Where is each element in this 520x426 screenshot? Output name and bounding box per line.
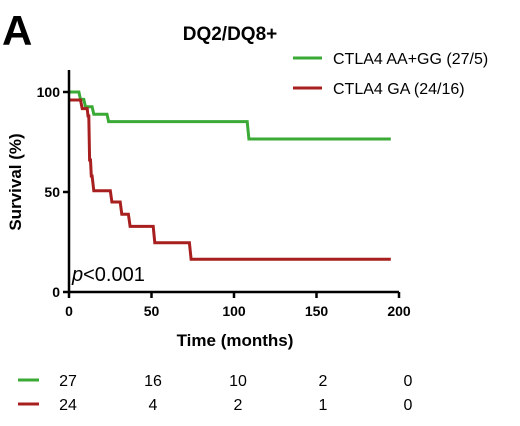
- survival-curve-1: [69, 90, 391, 141]
- y-axis-label: Survival (%): [6, 133, 25, 230]
- p-value-symbol: p: [71, 264, 83, 286]
- x-tick-label-100: 100: [222, 303, 246, 319]
- y-tick-label-100: 100: [37, 84, 61, 100]
- chart-title: DQ2/DQ8+: [183, 24, 278, 45]
- at-risk-value: 24: [59, 397, 77, 414]
- at-risk-value: 16: [144, 373, 162, 390]
- at-risk-value: 1: [319, 397, 328, 414]
- legend-label-1: CTLA4 AA+GG (27/5): [333, 51, 488, 68]
- survival-curve-2: [69, 98, 391, 261]
- at-risk-value: 4: [149, 397, 158, 414]
- p-value-text: <0.001: [83, 264, 145, 286]
- y-tick-label-0: 0: [52, 284, 60, 300]
- legend: CTLA4 AA+GG (27/5) CTLA4 GA (24/16): [293, 51, 488, 98]
- at-risk-value: 10: [229, 373, 247, 390]
- legend-label-2: CTLA4 GA (24/16): [333, 81, 465, 98]
- x-tick-label-150: 150: [305, 303, 329, 319]
- at-risk-value: 2: [319, 373, 328, 390]
- x-tick-label-50: 50: [144, 303, 160, 319]
- y-tick-label-50: 50: [44, 184, 60, 200]
- panel-label: A: [2, 7, 32, 54]
- p-value-annotation: p<0.001: [71, 264, 145, 286]
- plot-area: 0 50 100 0 50 100 150 200: [37, 70, 411, 319]
- at-risk-value: 27: [59, 373, 77, 390]
- at-risk-value: 0: [404, 397, 413, 414]
- x-tick-label-0: 0: [65, 303, 73, 319]
- at-risk-table: 27 16 10 2 024 4 2 1 0: [18, 373, 413, 414]
- x-tick-label-200: 200: [387, 303, 411, 319]
- at-risk-value: 2: [234, 397, 243, 414]
- x-axis-label: Time (months): [177, 331, 294, 350]
- at-risk-value: 0: [404, 373, 413, 390]
